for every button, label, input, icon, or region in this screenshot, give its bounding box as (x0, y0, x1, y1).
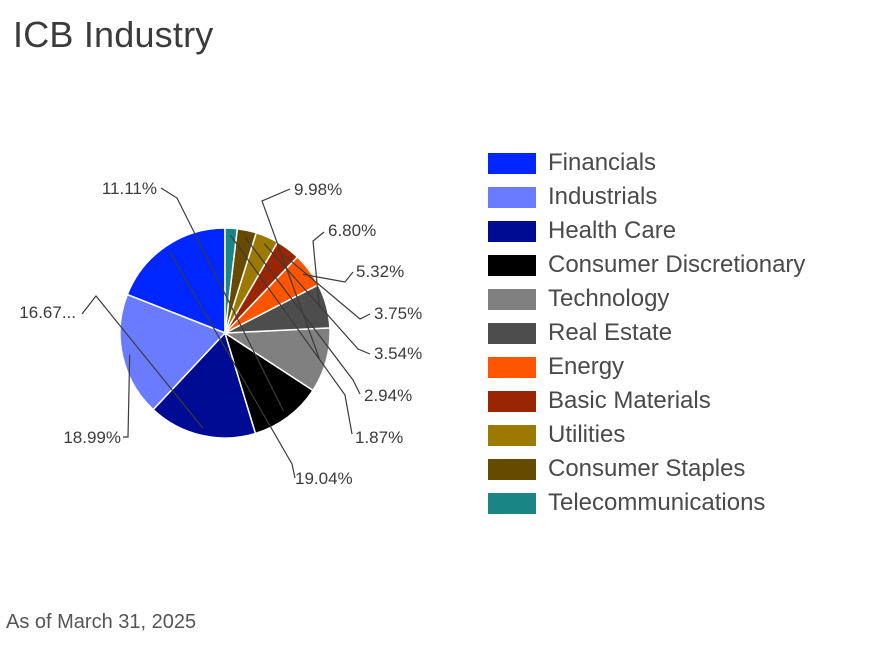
legend-item-consumer-discretionary[interactable]: Consumer Discretionary (488, 248, 805, 282)
legend-item-technology[interactable]: Technology (488, 282, 805, 316)
legend-label: Utilities (548, 421, 626, 448)
slice-label-basic-materials: 3.75% (374, 304, 422, 323)
legend-swatch (488, 220, 536, 242)
legend-label: Telecommunications (548, 489, 766, 516)
legend-swatch (488, 254, 536, 276)
legend-label: Consumer Staples (548, 455, 746, 482)
legend-label: Energy (548, 353, 625, 380)
as-of-date: As of March 31, 2025 (6, 611, 197, 633)
legend-swatch (488, 322, 536, 344)
leader-line-basic-materials (283, 254, 371, 320)
pie-slice-health-care[interactable] (152, 331, 257, 439)
legend-item-utilities[interactable]: Utilities (488, 418, 805, 452)
leader-line-telecommunications (230, 235, 353, 435)
pie-slices (119, 227, 331, 439)
legend-label: Basic Materials (548, 387, 711, 414)
chart-legend: Financials Industrials Health Care Consumer… (488, 146, 805, 520)
slice-label-energy: 5.32% (356, 262, 404, 281)
leader-line-consumer-discretionary (160, 187, 285, 412)
legend-label: Real Estate (548, 319, 673, 346)
legend-label: Consumer Discretionary (548, 251, 806, 278)
slice-label-consumer-discretionary: 11.11% (102, 179, 157, 198)
leader-line-real-estate (312, 231, 325, 308)
leader-line-energy (302, 271, 354, 283)
legend-swatch (488, 424, 536, 446)
legend-item-financials[interactable]: Financials (488, 146, 805, 180)
pie-leader-lines (81, 187, 371, 479)
legend-label: Technology (548, 285, 670, 312)
slice-label-real-estate: 6.80% (328, 221, 376, 240)
legend-swatch (488, 186, 536, 208)
legend-item-real-estate[interactable]: Real Estate (488, 316, 805, 350)
legend-swatch (488, 288, 536, 310)
slice-label-consumer-staples: 2.94% (364, 386, 412, 405)
legend-swatch (488, 492, 536, 514)
legend-item-consumer-staples[interactable]: Consumer Staples (488, 452, 805, 486)
legend-item-basic-materials[interactable]: Basic Materials (488, 384, 805, 418)
legend-label: Financials (548, 149, 657, 176)
pie-slice-industrials[interactable] (119, 293, 227, 411)
leader-line-consumer-staples (244, 237, 361, 395)
page-title: ICB Industry (13, 14, 214, 55)
leader-line-utilities (263, 243, 371, 355)
legend-item-health-care[interactable]: Health Care (488, 214, 805, 248)
legend-label: Health Care (548, 217, 677, 244)
slice-label-telecommunications: 1.87% (355, 428, 403, 447)
legend-item-energy[interactable]: Energy (488, 350, 805, 384)
legend-item-industrials[interactable]: Industrials (488, 180, 805, 214)
leader-line-technology (261, 188, 320, 359)
slice-label-financials: 19.04% (295, 469, 353, 488)
slice-label-technology: 9.98% (294, 180, 342, 199)
legend-swatch (488, 390, 536, 412)
leader-line-health-care (81, 295, 204, 429)
pie-slice-financials[interactable] (126, 227, 226, 335)
legend-swatch (488, 356, 536, 378)
leader-line-industrials (123, 354, 131, 438)
legend-swatch (488, 152, 536, 174)
slice-label-health-care: 16.67... (19, 303, 76, 322)
pie-slice-telecommunications[interactable] (224, 227, 239, 334)
pie-labels: 19.04% 18.99% 16.67... 11.11% 9.98% 6.80% 5.32… (19, 179, 422, 488)
legend-item-telecommunications[interactable]: Telecommunications (488, 486, 805, 520)
leader-line-financials (169, 252, 296, 479)
slice-label-industrials: 18.99% (63, 428, 121, 447)
pie-slice-consumer-discretionary[interactable] (223, 331, 314, 435)
slice-label-utilities: 3.54% (374, 344, 422, 363)
legend-label: Industrials (548, 183, 658, 210)
legend-swatch (488, 458, 536, 480)
